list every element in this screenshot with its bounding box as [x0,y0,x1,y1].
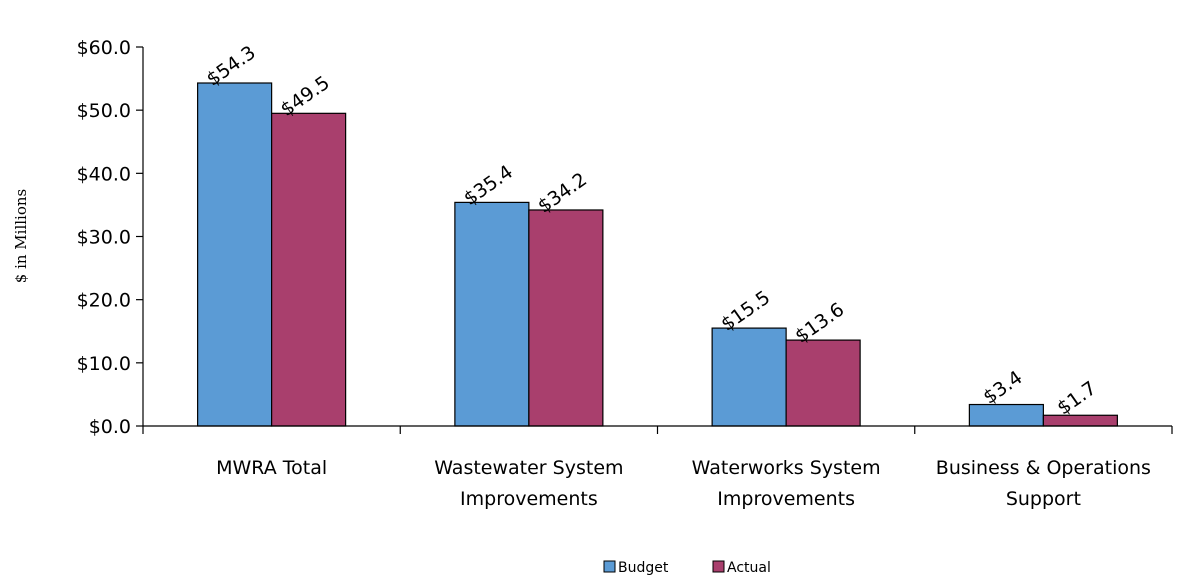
legend-label-budget: Budget [618,560,669,576]
y-tick-label: $40.0 [77,163,131,185]
category-label: Wastewater System [434,457,623,479]
y-tick-label: $10.0 [77,353,131,375]
category-label: Business & Operations [936,457,1151,479]
category-label: Improvements [717,488,855,510]
y-axis-title: $ in Millions [12,189,30,283]
category-label: Support [1006,488,1081,510]
bar-budget-1 [454,201,530,427]
y-tick-label: $0.0 [89,416,131,438]
bar-budget-0 [197,82,273,427]
bar-actual-3 [1042,414,1118,427]
legend-swatch-actual [712,560,725,573]
bar-actual-1 [528,209,604,427]
y-tick-label: $30.0 [77,227,131,249]
bar-budget-3 [968,403,1044,427]
legend-label-actual: Actual [727,560,771,576]
category-label: Waterworks System [692,457,881,479]
bar-actual-2 [785,339,861,427]
bar-actual-0 [271,112,347,427]
category-label: Improvements [460,488,598,510]
legend-swatch-budget [603,560,616,573]
data-label-actual-3: $1.7 [1053,377,1100,419]
y-tick-label: $60.0 [77,37,131,59]
data-label-budget-3: $3.4 [979,366,1026,408]
category-labels-group: MWRA Total Wastewater System Improvements W… [216,457,1151,510]
category-label: MWRA Total [216,457,327,479]
y-tick-label: $50.0 [77,100,131,122]
bar-budget-2 [711,327,787,427]
legend: Budget Actual [603,560,771,576]
axes-group: $0.0 $10.0 $20.0 $30.0 $40.0 $50.0 $60.0 [77,37,1173,438]
y-tick-label: $20.0 [77,290,131,312]
bars-group [197,82,1118,427]
